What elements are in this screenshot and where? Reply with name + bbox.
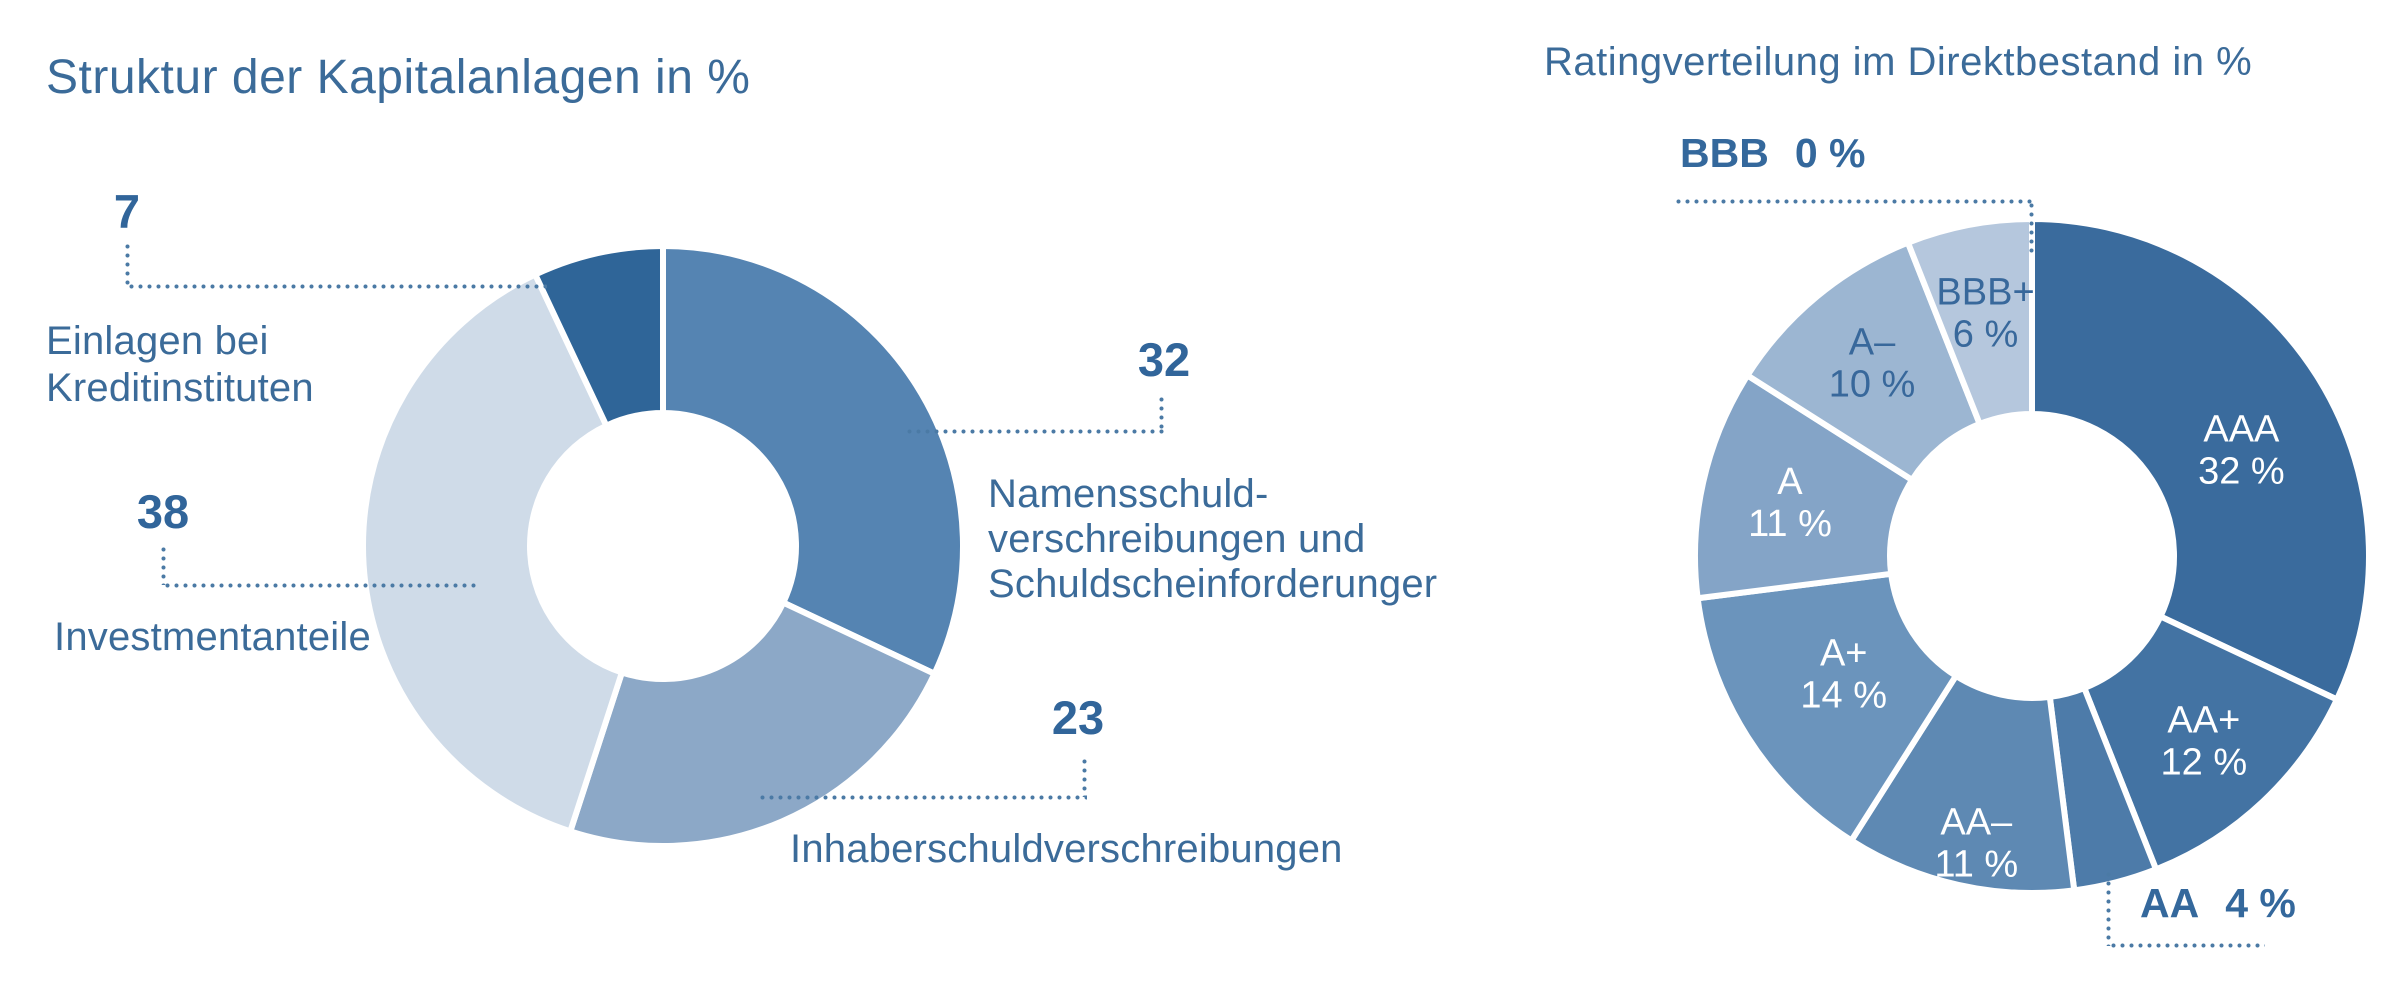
- leader-rating-aa-vertical: [2106, 870, 2111, 946]
- leader-namensschuldverschreibungen-horizontal: [905, 429, 1164, 434]
- label-investmentanteile: Investmentanteile: [54, 615, 371, 659]
- right-donut-segment-AA+: [2080, 612, 2341, 874]
- left-donut-segment-Investmentanteile: [360, 270, 626, 836]
- rating-aa-name: AA: [2140, 880, 2200, 926]
- left-donut-segment-Inhaberschuldverschreibungen: [566, 598, 939, 849]
- capital-structure-title: Struktur der Kapitalanlagen in %: [46, 51, 751, 104]
- segment-label-BBB+: BBB+ 6 %: [1936, 271, 2034, 355]
- segment-label-A–: A– 10 %: [1829, 322, 1916, 406]
- leader-namensschuldverschreibungen-vertical: [1159, 395, 1164, 431]
- value-namensschuldverschreibungen: 32: [1137, 333, 1191, 386]
- label-rating-bbb: BBB 0 %: [1680, 130, 1865, 177]
- leader-einlagen-horizontal: [127, 284, 547, 289]
- segment-label-A+: A+ 14 %: [1800, 633, 1887, 717]
- value-einlagen: 7: [113, 185, 141, 238]
- segment-label-AA–: AA– 11 %: [1934, 802, 2018, 886]
- value-inhaberschuldverschreibungen: 23: [1051, 691, 1105, 744]
- right-donut-segment-A+: [1694, 570, 1961, 845]
- right-donut-segment-AA–: [1847, 671, 2078, 896]
- leader-rating-bbb-horizontal: [1674, 199, 2032, 204]
- rating-aa-value: 4 %: [2225, 880, 2296, 926]
- leader-investmentanteile-horizontal: [163, 583, 479, 588]
- label-rating-aa: AA 4 %: [2140, 880, 2296, 927]
- leader-einlagen-vertical: [125, 242, 130, 286]
- segment-label-AAA: AAA 32 %: [2198, 408, 2285, 492]
- rating-distribution-title: Ratingverteilung im Direktbestand in %: [1544, 40, 2253, 84]
- leader-inhaberschuldverschreibungen-horizontal: [758, 795, 1087, 800]
- right-donut-segment-A–: [1743, 238, 1984, 485]
- leader-rating-aa-horizontal: [2109, 943, 2265, 948]
- label-inhaberschuldverschreibungen: Inhaberschuldverschreibungen: [790, 827, 1343, 871]
- capital-structure-donut: [360, 242, 966, 849]
- rating-distribution-donut: AAA 32 % AA+ 12 % AA– 11 % A+ 14 % A 11 % A– 10 %BB…: [1692, 215, 2372, 896]
- leader-inhaberschuldverschreibungen-vertical: [1082, 757, 1087, 797]
- label-namensschuldverschreibungen: Namensschuld- verschreibungen und Schuld…: [988, 472, 1438, 606]
- label-einlagen: Einlagen bei Kreditinstituten: [46, 319, 314, 410]
- left-donut-segment-Namensschuld-: [660, 242, 966, 678]
- rating-bbb-name: BBB: [1680, 130, 1769, 176]
- right-donut-segment-A: [1692, 371, 1917, 602]
- right-donut-segment-AAA: [2029, 215, 2372, 704]
- value-investmentanteile: 38: [136, 485, 190, 538]
- left-donut-segment-Einlagen bei: [531, 242, 666, 430]
- leader-investmentanteile-vertical: [161, 545, 166, 585]
- segment-label-A: A 11 %: [1748, 461, 1832, 545]
- leader-rating-bbb-vertical: [2029, 201, 2034, 253]
- segment-label-AA+: AA+ 12 %: [2161, 699, 2248, 783]
- rating-bbb-value: 0 %: [1794, 130, 1866, 176]
